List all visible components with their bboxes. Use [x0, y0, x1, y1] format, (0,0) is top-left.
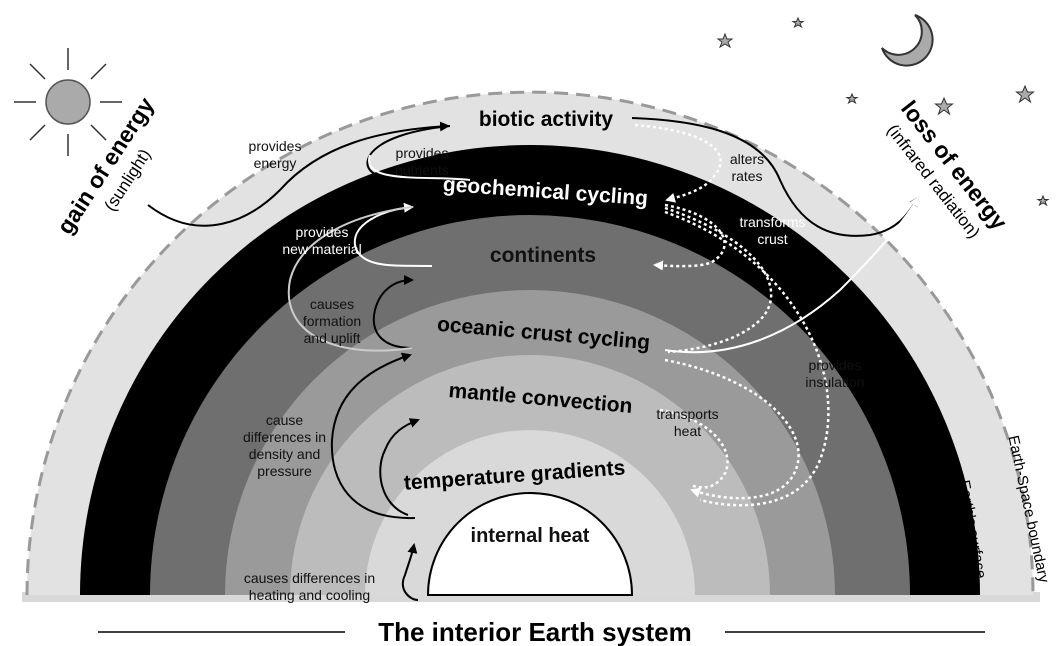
link-label: provides energy: [240, 138, 310, 172]
link-label: provides insulation: [790, 357, 880, 391]
biotic-activity: biotic activity: [479, 108, 614, 131]
internal-heat: internal heat: [470, 524, 590, 549]
moon: [882, 15, 933, 66]
link-label: causes formation and uplift: [292, 296, 372, 347]
link-label: provides new material: [282, 224, 362, 258]
link-label: cause differences in density and pressur…: [232, 412, 337, 480]
link-label: provides nutrients: [382, 145, 462, 179]
link-label: transports heat: [650, 406, 725, 440]
earth-diagram: gain of energy (sunlight) loss of energy…: [0, 0, 1063, 646]
continents: continents: [490, 244, 596, 267]
link-label: transforms crust: [730, 214, 815, 248]
link-label: alters rates: [722, 151, 772, 185]
link-label: causes differences in heating and coolin…: [222, 570, 397, 604]
diagram: gain of energy (sunlight) loss of energy…: [0, 0, 1063, 646]
title: The interior Earth system: [378, 617, 692, 646]
